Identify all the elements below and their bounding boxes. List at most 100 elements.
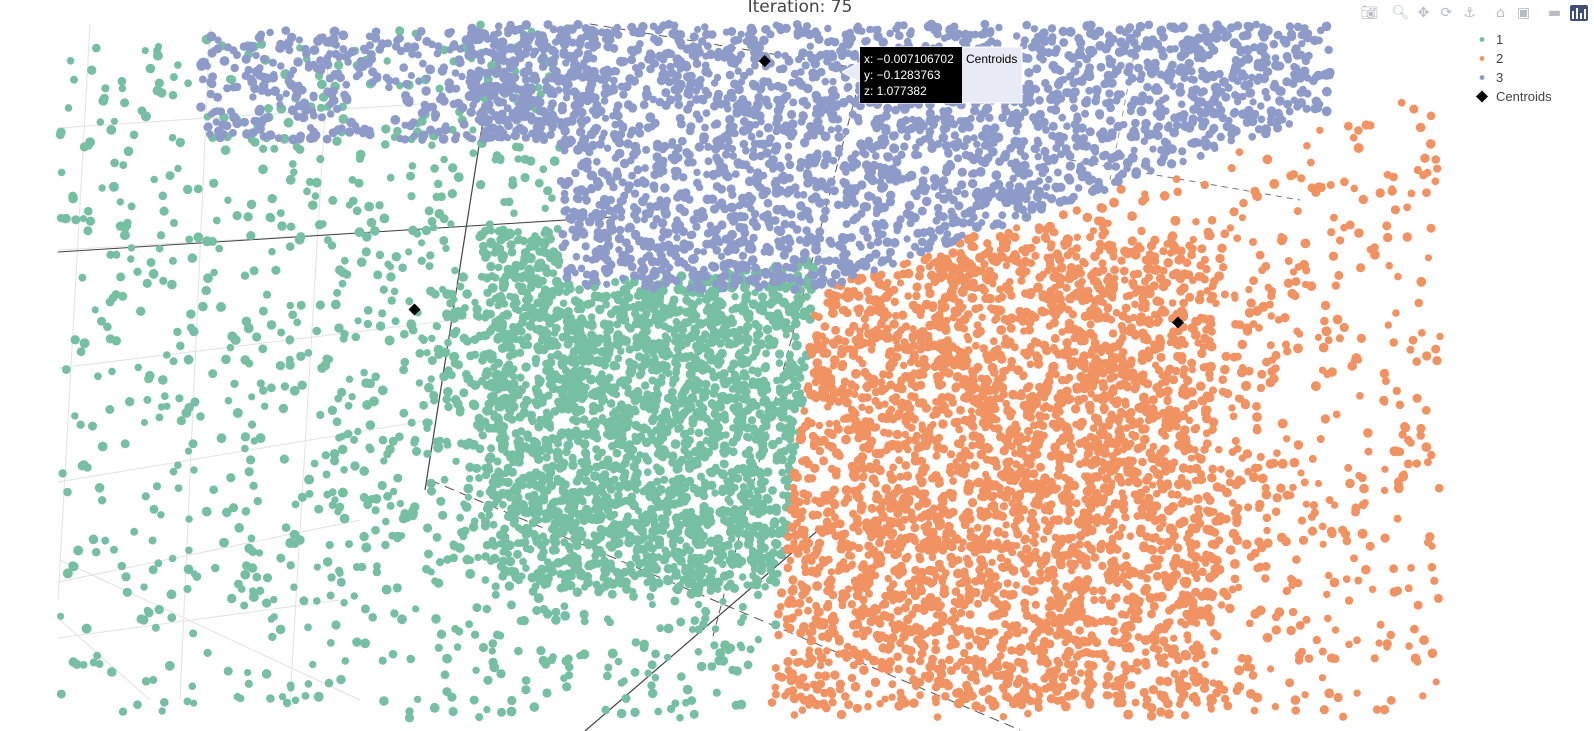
point-cluster-1 (190, 699, 198, 707)
point-cluster-2 (896, 279, 905, 287)
point-cluster-1 (91, 306, 99, 314)
point-cluster-1 (632, 333, 642, 343)
point-cluster-1 (433, 179, 443, 189)
point-cluster-1 (654, 541, 664, 550)
point-cluster-2 (904, 292, 912, 300)
point-cluster-1 (372, 567, 381, 577)
point-cluster-1 (61, 213, 71, 224)
point-cluster-1 (581, 583, 589, 591)
point-cluster-1 (550, 537, 561, 548)
point-cluster-1 (685, 476, 695, 487)
point-cluster-1 (740, 529, 750, 539)
point-cluster-1 (387, 296, 396, 305)
point-cluster-1 (465, 475, 474, 483)
point-cluster-1 (439, 371, 449, 382)
point-cluster-1 (270, 613, 278, 621)
point-cluster-1 (120, 439, 130, 449)
point-cluster-1 (304, 680, 313, 688)
point-cluster-1 (419, 335, 428, 345)
point-cluster-1 (470, 335, 480, 344)
point-cluster-1 (396, 499, 405, 508)
point-cluster-1 (439, 214, 449, 224)
point-cluster-2 (1329, 577, 1340, 588)
point-cluster-1 (732, 405, 742, 416)
point-cluster-1 (773, 376, 781, 385)
point-cluster-1 (715, 554, 724, 563)
point-cluster-1 (728, 447, 738, 457)
point-cluster-1 (499, 501, 507, 509)
point-cluster-1 (642, 454, 651, 464)
point-cluster-1 (657, 514, 666, 523)
point-cluster-2 (1222, 487, 1232, 498)
point-cluster-1 (694, 573, 702, 582)
point-cluster-1 (334, 60, 344, 70)
point-cluster-1 (415, 379, 424, 387)
point-cluster-1 (540, 291, 549, 300)
point-cluster-1 (258, 164, 268, 175)
point-cluster-1 (588, 407, 597, 416)
point-cluster-2 (971, 701, 981, 711)
point-cluster-1 (534, 178, 544, 188)
point-cluster-1 (538, 277, 547, 286)
point-cluster-1 (375, 321, 386, 331)
point-cluster-2 (1272, 493, 1282, 503)
point-cluster-1 (611, 528, 621, 537)
point-cluster-1 (549, 248, 559, 258)
point-cluster-1 (486, 378, 496, 388)
point-cluster-1 (278, 693, 287, 701)
point-cluster-1 (482, 367, 493, 377)
point-cluster-1 (496, 561, 506, 571)
point-cluster-1 (727, 314, 736, 322)
point-cluster-1 (423, 523, 433, 533)
point-cluster-1 (316, 103, 326, 112)
point-cluster-1 (354, 427, 362, 436)
point-cluster-1 (566, 284, 575, 294)
point-cluster-1 (332, 136, 342, 146)
point-cluster-1 (476, 490, 484, 498)
point-cluster-1 (246, 231, 256, 241)
point-cluster-1 (446, 298, 455, 308)
point-cluster-1 (417, 256, 426, 265)
point-cluster-1 (440, 670, 450, 680)
point-cluster-1 (750, 428, 759, 437)
point-cluster-1 (760, 363, 770, 373)
point-cluster-1 (752, 348, 760, 357)
point-cluster-2 (967, 407, 976, 415)
point-cluster-1 (313, 691, 324, 702)
point-cluster-2 (1427, 648, 1438, 659)
point-cluster-1 (261, 402, 269, 410)
point-cluster-2 (905, 666, 914, 675)
point-cluster-1 (363, 500, 372, 510)
point-cluster-2 (916, 691, 924, 699)
point-cluster-1 (296, 300, 306, 310)
point-cluster-1 (781, 431, 791, 441)
point-cluster-1 (361, 247, 371, 257)
point-cluster-1 (573, 436, 583, 446)
point-cluster-2 (982, 529, 991, 538)
point-cluster-1 (668, 417, 678, 428)
point-cluster-1 (107, 667, 117, 677)
point-cluster-1 (569, 415, 577, 424)
point-cluster-2 (1359, 483, 1369, 494)
point-cluster-1 (410, 438, 419, 447)
point-cluster-1 (590, 505, 600, 514)
point-cluster-2 (838, 601, 847, 610)
point-cluster-1 (591, 497, 599, 506)
point-cluster-1 (380, 457, 388, 465)
point-cluster-1 (174, 484, 183, 492)
point-cluster-2 (1262, 154, 1273, 165)
point-cluster-1 (497, 156, 505, 165)
point-cluster-1 (253, 497, 262, 506)
point-cluster-1 (491, 590, 500, 600)
point-cluster-1 (542, 463, 551, 473)
point-cluster-2 (1159, 191, 1170, 201)
point-cluster-1 (545, 372, 555, 383)
point-cluster-1 (749, 549, 758, 558)
point-cluster-1 (94, 483, 105, 493)
point-cluster-1 (390, 609, 399, 618)
point-cluster-1 (688, 625, 697, 634)
point-cluster-1 (739, 482, 748, 491)
point-cluster-1 (294, 535, 305, 545)
point-cluster-1 (198, 301, 208, 312)
